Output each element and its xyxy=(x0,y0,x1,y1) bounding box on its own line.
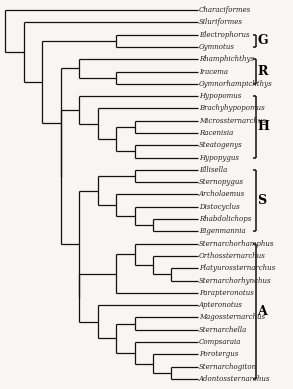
Text: Eigenmannia: Eigenmannia xyxy=(199,228,246,235)
Text: S: S xyxy=(257,194,266,207)
Text: Sternarchorhynchus: Sternarchorhynchus xyxy=(199,277,271,285)
Text: G: G xyxy=(257,34,268,47)
Text: Siluriformes: Siluriformes xyxy=(199,18,243,26)
Text: Porotergus: Porotergus xyxy=(199,350,238,358)
Text: Orthossternarchus: Orthossternarchus xyxy=(199,252,266,260)
Text: Sternarchorhamphus: Sternarchorhamphus xyxy=(199,240,274,248)
Text: Ellisella: Ellisella xyxy=(199,166,227,174)
Text: Racenisia: Racenisia xyxy=(199,129,233,137)
Text: Hypopomus: Hypopomus xyxy=(199,92,241,100)
Text: Sternarchella: Sternarchella xyxy=(199,326,247,334)
Text: Platyurossternarchus: Platyurossternarchus xyxy=(199,264,275,272)
Text: Hypopygus: Hypopygus xyxy=(199,154,239,161)
Text: Steatogenys: Steatogenys xyxy=(199,141,243,149)
Text: Gymnotus: Gymnotus xyxy=(199,43,235,51)
Text: Characiformes: Characiformes xyxy=(199,6,251,14)
Text: Distocyclus: Distocyclus xyxy=(199,203,240,211)
Text: Apteronotus: Apteronotus xyxy=(199,301,243,309)
Text: R: R xyxy=(257,65,268,78)
Text: A: A xyxy=(257,305,267,318)
Text: Magossternarchus: Magossternarchus xyxy=(199,314,265,321)
Text: Sternopygus: Sternopygus xyxy=(199,178,244,186)
Text: Parapteronotus: Parapteronotus xyxy=(199,289,254,297)
Text: H: H xyxy=(257,120,269,133)
Text: Adontossternarchus: Adontossternarchus xyxy=(199,375,270,383)
Text: Sternarchogiton: Sternarchogiton xyxy=(199,363,257,371)
Text: Rhabdolichops: Rhabdolichops xyxy=(199,215,251,223)
Text: Electrophorus: Electrophorus xyxy=(199,31,249,39)
Text: Compsaraia: Compsaraia xyxy=(199,338,241,346)
Text: Archolaemus: Archolaemus xyxy=(199,191,245,198)
Text: Gymnorhampichthys: Gymnorhampichthys xyxy=(199,80,272,88)
Text: Brachyhypopomus: Brachyhypopomus xyxy=(199,104,265,112)
Text: Iracema: Iracema xyxy=(199,68,228,75)
Text: Rhamphichthys: Rhamphichthys xyxy=(199,55,254,63)
Text: Microssternarchus: Microssternarchus xyxy=(199,117,266,125)
